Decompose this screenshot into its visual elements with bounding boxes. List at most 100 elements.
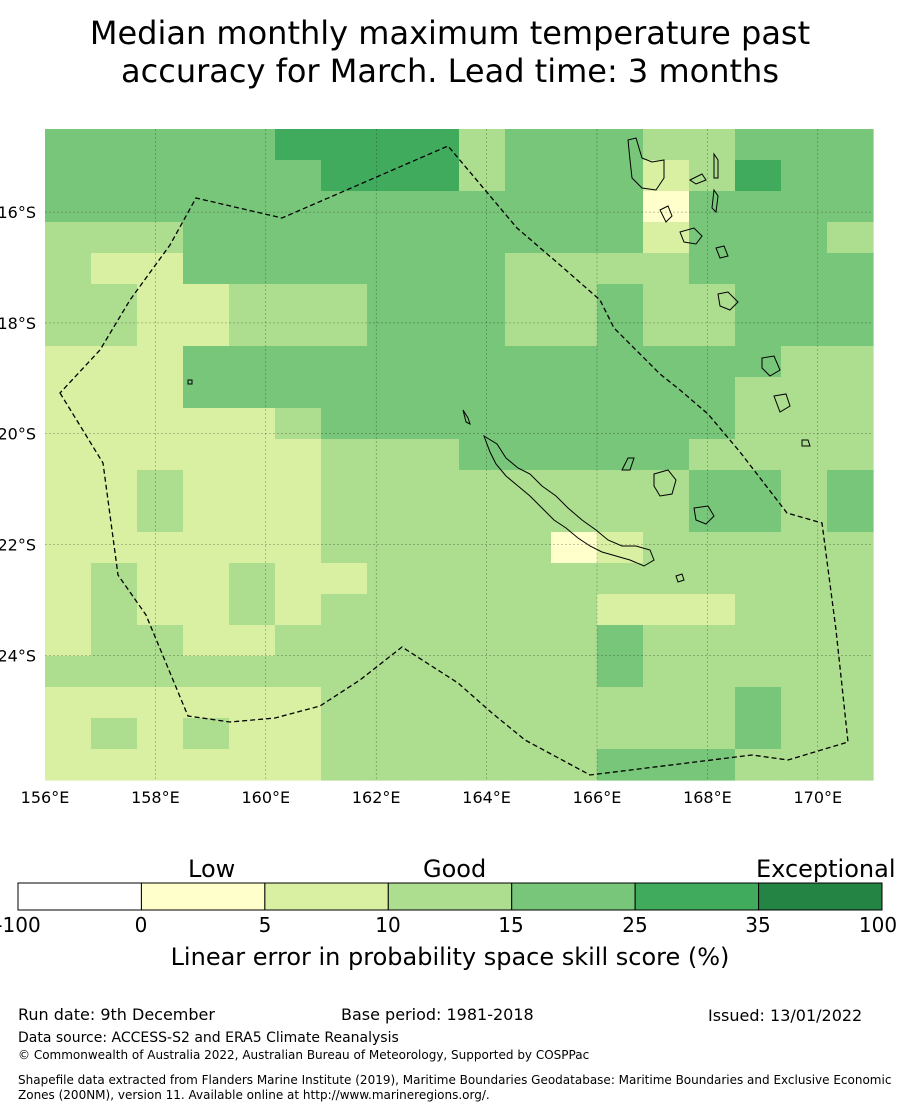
skill-cell: [689, 625, 736, 657]
skill-cell: [367, 532, 414, 564]
skill-cell: [321, 718, 368, 750]
skill-cell: [229, 501, 276, 533]
skill-cell: [91, 377, 138, 409]
skill-cell: [45, 470, 92, 502]
skill-cell: [689, 532, 736, 564]
skill-cell: [413, 625, 460, 657]
skill-cell: [689, 563, 736, 595]
skill-cell: [597, 222, 644, 254]
title-line-2: accuracy for March. Lead time: 3 months: [121, 52, 779, 90]
skill-cell: [367, 191, 414, 223]
skill-cell: [781, 315, 828, 347]
skill-cell: [827, 222, 874, 254]
skill-cell: [781, 377, 828, 409]
colorbar-tick: 25: [622, 913, 648, 937]
espiritu-santo-coastline: [627, 137, 665, 191]
ouvea-coastline: [621, 457, 635, 471]
skill-cell: [597, 501, 644, 533]
skill-cell: [505, 749, 552, 781]
skill-cell: [643, 129, 690, 161]
skill-cell: [781, 687, 828, 719]
skill-cell: [689, 253, 736, 285]
skill-cell: [597, 718, 644, 750]
skill-cell: [459, 346, 506, 378]
skill-cell: [45, 439, 92, 471]
skill-cell: [367, 160, 414, 192]
skill-cell: [827, 284, 874, 316]
skill-cell: [137, 749, 184, 781]
skill-cell: [45, 191, 92, 223]
skill-cell: [183, 563, 230, 595]
skill-cell: [781, 160, 828, 192]
skill-cell: [781, 625, 828, 657]
skill-cell: [183, 718, 230, 750]
skill-cell: [321, 439, 368, 471]
longitude-tick-label: 164°E: [462, 788, 511, 807]
skill-cell: [551, 439, 598, 471]
skill-cell: [367, 253, 414, 285]
skill-cell: [689, 222, 736, 254]
skill-cell: [459, 191, 506, 223]
skill-cell: [91, 160, 138, 192]
skill-cell: [321, 346, 368, 378]
lat-lon-gridlines: [45, 129, 873, 780]
skill-cell: [367, 408, 414, 440]
skill-cell: [321, 222, 368, 254]
skill-cell: [367, 222, 414, 254]
skill-cell: [551, 160, 598, 192]
skill-cell: [321, 687, 368, 719]
skill-cell: [183, 501, 230, 533]
skill-cell: [551, 315, 598, 347]
skill-cell: [183, 594, 230, 626]
skill-cell: [505, 253, 552, 285]
skill-cell: [229, 222, 276, 254]
skill-cell: [551, 408, 598, 440]
skill-cell: [183, 749, 230, 781]
skill-cell: [689, 656, 736, 688]
skill-cell: [413, 377, 460, 409]
colorbar: [17, 882, 883, 911]
skill-cell: [413, 439, 460, 471]
skill-cell: [229, 408, 276, 440]
skill-cell: [459, 656, 506, 688]
epi-coastline: [679, 227, 703, 245]
skill-cell: [229, 315, 276, 347]
skill-cell: [505, 408, 552, 440]
skill-cell: [413, 408, 460, 440]
longitude-tick-label: 160°E: [241, 788, 290, 807]
skill-cell: [137, 501, 184, 533]
skill-cell: [137, 563, 184, 595]
skill-cell: [275, 160, 322, 192]
skill-cell: [827, 625, 874, 657]
skill-cell: [597, 284, 644, 316]
colorbar-label: Linear error in probability space skill …: [170, 943, 730, 971]
skill-cell: [137, 222, 184, 254]
skill-cell: [45, 129, 92, 161]
skill-cell: [275, 377, 322, 409]
skill-cell: [367, 625, 414, 657]
skill-cell: [275, 594, 322, 626]
skill-cell: [183, 532, 230, 564]
skill-cell: [137, 656, 184, 688]
skill-cell: [643, 284, 690, 316]
skill-cell: [505, 563, 552, 595]
lifou-coastline: [653, 469, 677, 497]
skill-cell: [689, 284, 736, 316]
skill-cell: [597, 749, 644, 781]
skill-cell: [597, 253, 644, 285]
skill-cell: [781, 253, 828, 285]
skill-cell: [781, 594, 828, 626]
skill-cell: [827, 563, 874, 595]
skill-cell: [367, 687, 414, 719]
skill-cell: [781, 346, 828, 378]
skill-cell: [735, 501, 782, 533]
skill-cell: [137, 377, 184, 409]
skill-cell: [505, 191, 552, 223]
skill-cell: [275, 625, 322, 657]
skill-cell: [505, 718, 552, 750]
skill-cell: [367, 284, 414, 316]
skill-cell: [643, 625, 690, 657]
skill-cell: [459, 687, 506, 719]
skill-cell: [551, 687, 598, 719]
skill-cell: [551, 129, 598, 161]
